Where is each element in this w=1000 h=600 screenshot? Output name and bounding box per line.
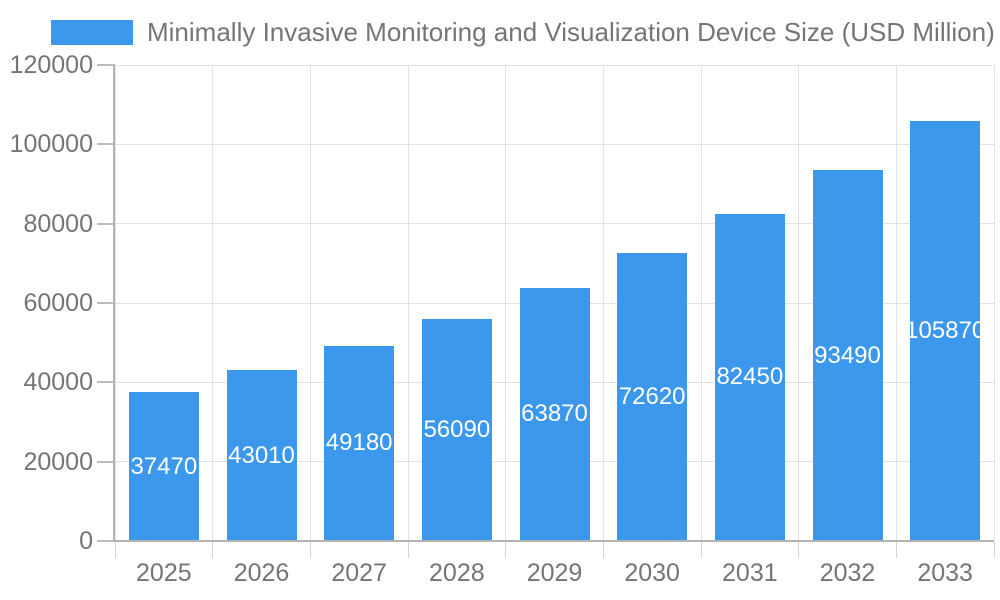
- bar-2031[interactable]: 82450: [714, 213, 785, 541]
- bar-2032[interactable]: 93490: [812, 170, 883, 541]
- y-axis-tick: [97, 460, 114, 463]
- bar-value-label: 105870: [905, 317, 986, 345]
- bar-value-label: 37470: [130, 452, 198, 480]
- x-axis-label: 2032: [819, 559, 876, 587]
- x-axis-label: 2033: [917, 559, 973, 587]
- bar-2028[interactable]: 56090: [421, 318, 492, 541]
- x-axis-tick: [602, 542, 604, 558]
- bar-value-label: 56090: [423, 415, 491, 443]
- bar-value-label: 72620: [618, 382, 686, 410]
- y-axis-label: 80000: [23, 209, 93, 238]
- gridline-vertical: [895, 65, 897, 541]
- gridline-horizontal: [115, 64, 994, 66]
- y-axis-tick: [97, 302, 114, 304]
- x-axis-tick: [993, 542, 995, 558]
- gridline-vertical: [309, 65, 311, 541]
- x-axis-tick: [212, 542, 214, 558]
- x-axis-label: 2027: [331, 559, 387, 587]
- y-axis-tick: [97, 381, 114, 384]
- y-axis-tick: [97, 540, 114, 542]
- gridline-vertical: [505, 65, 507, 541]
- bar-2030[interactable]: 72620: [617, 252, 688, 541]
- bar-2027[interactable]: 49180: [324, 345, 395, 541]
- x-axis-line: [97, 540, 994, 542]
- x-axis-label: 2031: [722, 559, 778, 587]
- y-axis-label: 100000: [9, 130, 93, 159]
- y-axis-line: [113, 64, 115, 542]
- gridline-vertical: [212, 65, 214, 541]
- y-axis-label: 40000: [23, 368, 93, 397]
- y-axis-tick: [97, 64, 114, 66]
- x-axis-tick: [407, 542, 409, 558]
- bar-2026[interactable]: 43010: [226, 370, 297, 541]
- x-axis-tick: [505, 542, 507, 558]
- gridline-horizontal: [115, 223, 994, 225]
- x-axis-label: 2026: [233, 559, 290, 587]
- x-axis-label: 2028: [429, 559, 485, 587]
- y-axis-tick: [97, 222, 114, 225]
- bar-value-label: 93490: [814, 341, 881, 369]
- gridline-vertical: [407, 65, 409, 541]
- legend-label: Minimally Invasive Monitoring and Visual…: [147, 17, 995, 47]
- bar-value-label: 43010: [228, 441, 295, 469]
- y-axis-label: 0: [79, 527, 93, 555]
- bar-value-label: 49180: [325, 429, 393, 457]
- x-axis-label: 2025: [136, 559, 192, 587]
- y-axis-label: 120000: [9, 51, 93, 79]
- bar-value-label: 82450: [716, 363, 784, 391]
- legend-item[interactable]: Minimally Invasive Monitoring and Visual…: [51, 14, 995, 50]
- y-axis-label: 60000: [23, 289, 93, 317]
- gridline-vertical: [798, 65, 800, 541]
- plot-area: 37470 43010 49180 56090 63870 72620 82450 93490…: [114, 64, 995, 542]
- y-axis-tick: [97, 143, 114, 146]
- gridline-vertical: [993, 65, 995, 541]
- x-axis-tick: [700, 542, 702, 558]
- bar-2025[interactable]: 37470: [128, 392, 199, 541]
- legend-swatch: [51, 19, 133, 45]
- x-axis-label: 2030: [624, 559, 680, 587]
- x-axis-tick: [798, 542, 800, 558]
- x-axis-tick: [895, 542, 897, 558]
- gridline-vertical: [602, 65, 604, 541]
- x-axis-tick: [114, 542, 116, 558]
- gridline-horizontal: [115, 143, 994, 145]
- x-axis-tick: [309, 542, 311, 558]
- bar-2029[interactable]: 63870: [519, 287, 590, 541]
- y-axis-label: 20000: [23, 447, 93, 476]
- x-axis-label: 2029: [526, 559, 583, 587]
- bar-2033[interactable]: 105870: [905, 121, 985, 541]
- gridline-vertical: [114, 65, 116, 541]
- bar-value-label: 63870: [521, 400, 588, 428]
- gridline-vertical: [700, 65, 702, 541]
